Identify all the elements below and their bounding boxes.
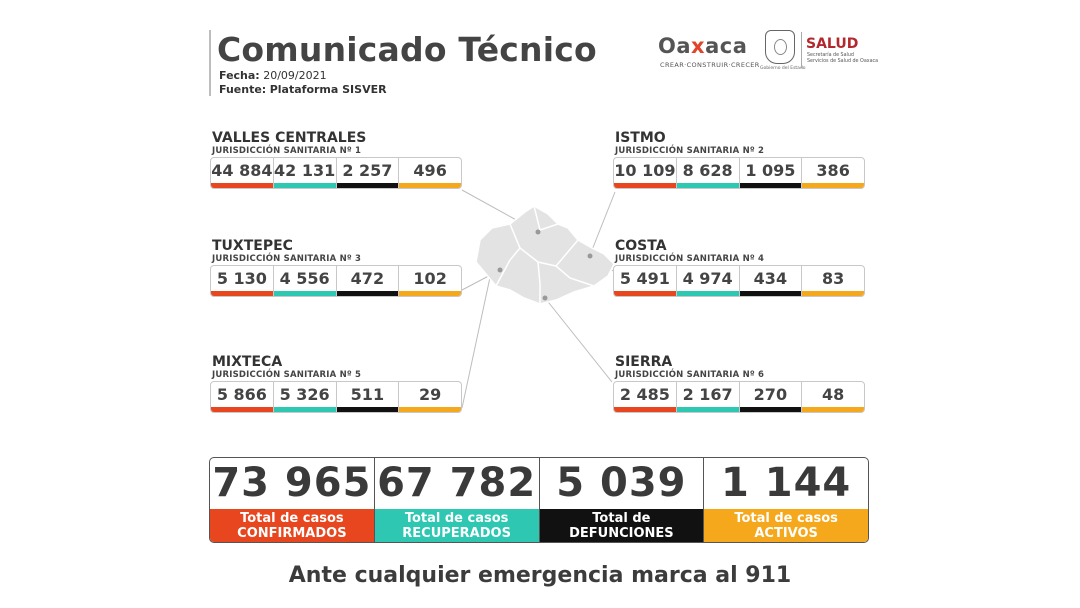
title-accent-bar: [209, 30, 211, 96]
value-recuperados: 4 556: [273, 266, 337, 296]
value-activos: 102: [399, 266, 461, 296]
value-defunciones: 2 257: [336, 158, 400, 188]
value-activos: 29: [399, 382, 461, 412]
logos-block: Oaxaca CREAR·CONSTRUIR·CRECER Gobierno d…: [655, 28, 878, 74]
value-recuperados: 4 974: [676, 266, 740, 296]
value-defunciones: 270: [739, 382, 803, 412]
source-line: Fuente: Plataforma SISVER: [219, 83, 387, 96]
logo-divider: [801, 32, 802, 68]
value-recuperados: 42 131: [273, 158, 337, 188]
page-title: Comunicado Técnico: [217, 30, 597, 69]
region-jurisdiction: JURISDICCIÓN SANITARIA Nº 2: [615, 146, 765, 156]
region-values: 5 866 5 326 511 29: [210, 381, 462, 413]
oaxaca-logo: Oaxaca: [658, 34, 748, 58]
value-recuperados: 2 167: [676, 382, 740, 412]
value-confirmados: 5 491: [614, 266, 677, 296]
value-activos: 496: [399, 158, 461, 188]
date-line: Fecha: 20/09/2021: [219, 69, 327, 82]
value-confirmados: 10 109: [614, 158, 677, 188]
value-confirmados: 2 485: [614, 382, 677, 412]
value-defunciones: 434: [739, 266, 803, 296]
region-values: 10 109 8 628 1 095 386: [613, 157, 865, 189]
region-name: COSTA: [615, 238, 667, 254]
region-name: SIERRA: [615, 354, 673, 370]
date-value: 20/09/2021: [263, 69, 327, 82]
region-jurisdiction: JURISDICCIÓN SANITARIA Nº 1: [212, 146, 362, 156]
region-values: 2 485 2 167 270 48: [613, 381, 865, 413]
source-label: Fuente:: [219, 83, 267, 96]
total-label: Total de casos CONFIRMADOS: [210, 509, 374, 542]
total-value: 73 965: [212, 460, 372, 506]
value-recuperados: 5 326: [273, 382, 337, 412]
oaxaca-map: [475, 205, 615, 305]
region-jurisdiction: JURISDICCIÓN SANITARIA Nº 3: [212, 254, 362, 264]
region-values: 5 491 4 974 434 83: [613, 265, 865, 297]
value-activos: 386: [802, 158, 864, 188]
region-jurisdiction: JURISDICCIÓN SANITARIA Nº 4: [615, 254, 765, 264]
value-defunciones: 472: [336, 266, 400, 296]
region-name: VALLES CENTRALES: [212, 130, 367, 146]
region-values: 44 884 42 131 2 257 496: [210, 157, 462, 189]
value-defunciones: 511: [336, 382, 400, 412]
salud-subtitle: Secretaría de Salud Servicios de Salud d…: [807, 53, 879, 64]
totals-panel: 73 965 Total de casos CONFIRMADOS 67 782 …: [209, 457, 869, 543]
value-activos: 48: [802, 382, 864, 412]
value-recuperados: 8 628: [676, 158, 740, 188]
value-activos: 83: [802, 266, 864, 296]
total-defunciones: 5 039 Total de DEFUNCIONES: [539, 458, 705, 542]
region-jurisdiction: JURISDICCIÓN SANITARIA Nº 6: [615, 370, 765, 380]
region-name: MIXTECA: [212, 354, 283, 370]
value-defunciones: 1 095: [739, 158, 803, 188]
emergency-footer: Ante cualquier emergencia marca al 911: [288, 563, 792, 588]
total-confirmados: 73 965 Total de casos CONFIRMADOS: [210, 458, 375, 542]
region-values: 5 130 4 556 472 102: [210, 265, 462, 297]
salud-logo: SALUD: [806, 36, 859, 52]
region-jurisdiction: JURISDICCIÓN SANITARIA Nº 5: [212, 370, 362, 380]
total-value: 1 144: [720, 460, 852, 506]
seal-caption: Gobierno del Estado: [760, 66, 806, 71]
region-name: TUXTEPEC: [212, 238, 293, 254]
total-label: Total de DEFUNCIONES: [539, 509, 704, 542]
total-value: 67 782: [377, 460, 537, 506]
state-seal-icon: [765, 30, 795, 64]
oaxaca-tagline: CREAR·CONSTRUIR·CRECER: [660, 61, 760, 69]
total-value: 5 039: [556, 460, 687, 506]
source-value: Plataforma SISVER: [269, 83, 387, 96]
total-label: Total de casos ACTIVOS: [704, 509, 868, 542]
total-recuperados: 67 782 Total de casos RECUPERADOS: [374, 458, 540, 542]
total-activos: 1 144 Total de casos ACTIVOS: [704, 458, 868, 542]
region-name: ISTMO: [615, 130, 666, 146]
value-confirmados: 5 866: [211, 382, 274, 412]
value-confirmados: 44 884: [211, 158, 274, 188]
date-label: Fecha:: [219, 69, 260, 82]
total-label: Total de casos RECUPERADOS: [374, 509, 539, 542]
value-confirmados: 5 130: [211, 266, 274, 296]
